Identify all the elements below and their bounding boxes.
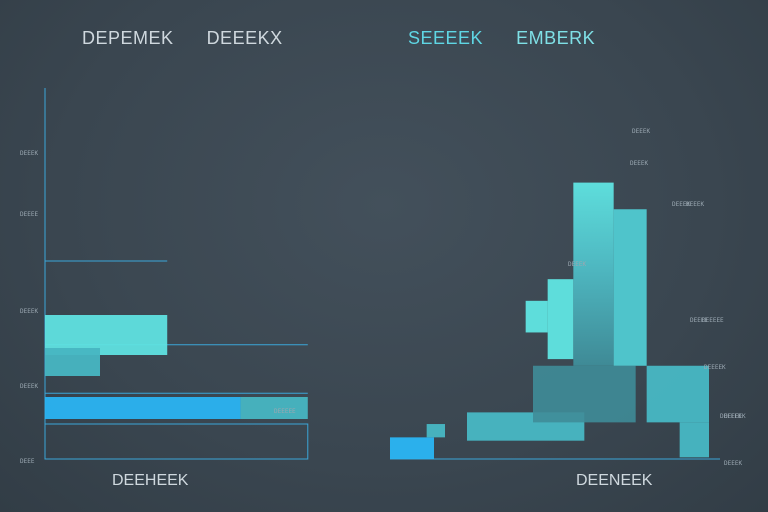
left-tick-label-2: DEEEK xyxy=(20,308,38,315)
right-chart-title: SEEEEK EMBERK xyxy=(408,28,595,49)
left-title-part-a: DEPEMEK xyxy=(82,28,174,48)
left-tick-label-1: DEEEE xyxy=(20,211,38,218)
left-tick-label-4: DEEE xyxy=(20,458,35,465)
left-bar-chart: DEEEK DEEEE DEEEK DEEEK DEEE DEEEEE xyxy=(20,88,309,465)
left-bar-1-segment-0 xyxy=(45,348,100,376)
right-bar-1 xyxy=(426,424,445,438)
left-x-axis-label: DEEHEEK xyxy=(112,472,189,489)
right-annotation-5: DEEEEK xyxy=(720,413,742,420)
right-tick-label-1: DEEEEK xyxy=(704,364,726,371)
left-bar-2-segment-1 xyxy=(240,397,308,419)
left-bar-2-segment-0 xyxy=(45,397,241,419)
right-tick-label-4: DEEEK xyxy=(630,160,648,167)
right-annotation-3: DEEEE xyxy=(690,317,708,324)
left-tick-label-3: DEEEK xyxy=(20,383,38,390)
right-tick-label-3: DEEEK xyxy=(672,201,690,208)
right-annotation-4: DEEEK xyxy=(724,460,742,467)
right-title-part-b: EMBERK xyxy=(516,28,596,48)
left-tick-label-0: DEEEK xyxy=(20,150,38,157)
left-annotation-0: DEEEEE xyxy=(274,408,296,415)
right-bar-chart: DEEEEKDEEEEKDEEEEEDEEEKDEEEKDEEEKDEEEKDE… xyxy=(390,128,746,467)
right-bar-7 xyxy=(613,209,647,366)
right-x-axis-label: DEENEEK xyxy=(576,472,653,489)
right-annotation-1: DEEEK xyxy=(568,261,586,268)
right-bar-9 xyxy=(679,422,709,458)
right-bar-4 xyxy=(525,300,548,333)
right-tick-label-0: DEEEEK xyxy=(724,413,746,420)
left-chart-title: DEPEMEK DEEEKX xyxy=(82,28,283,49)
right-bar-8 xyxy=(646,365,709,423)
right-bar-3 xyxy=(533,365,636,423)
right-tick-label-2: DEEEEE xyxy=(702,317,724,324)
right-annotation-2: DEEEK xyxy=(686,201,704,208)
right-bar-6 xyxy=(573,182,614,366)
left-title-part-b: DEEEKX xyxy=(206,28,283,48)
right-title-part-a: SEEEEK xyxy=(408,28,484,48)
right-bar-5 xyxy=(547,279,574,360)
left-bottom-frame xyxy=(44,423,309,460)
right-bar-0 xyxy=(390,437,434,459)
right-annotation-0: DEEEK xyxy=(632,128,650,135)
